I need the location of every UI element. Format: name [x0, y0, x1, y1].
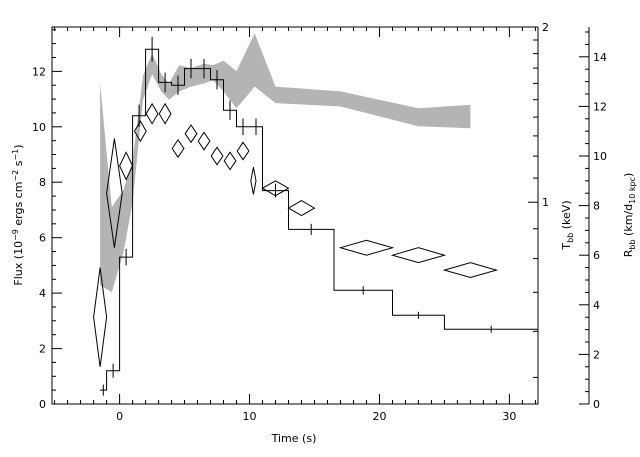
r-tick-label: 8	[593, 200, 600, 213]
x-tick-label: 0	[116, 410, 123, 423]
r-tick-label: 4	[593, 299, 600, 312]
x-tick-label: 10	[243, 410, 257, 423]
t-tick-label: 1	[542, 196, 549, 209]
radius-point	[261, 180, 290, 197]
left-tick-label: 10	[32, 121, 46, 134]
x-tick-label: 30	[502, 410, 516, 423]
r-tick-label: 14	[593, 51, 607, 64]
left-tick-label: 8	[39, 176, 46, 189]
temperature-band-area	[100, 33, 471, 293]
r-tick-label: 0	[593, 398, 600, 411]
left-tick-label: 2	[39, 343, 46, 356]
radius-point	[210, 146, 224, 166]
radius-point	[145, 102, 159, 125]
radius-point	[171, 139, 185, 159]
r-tick-label: 2	[593, 348, 600, 361]
left-axis-label: Flux (10−9 ergs cm−2 s−1)	[11, 144, 25, 285]
radius-point	[158, 102, 172, 125]
temperature-band	[100, 33, 471, 293]
r-tick-label: 12	[593, 100, 607, 113]
radius-point	[250, 167, 257, 195]
left-tick-label: 12	[32, 65, 46, 78]
x-axis-label: Time (s)	[271, 432, 317, 445]
radius-point	[184, 124, 198, 144]
radius-point	[223, 151, 237, 171]
radius-point	[442, 262, 499, 279]
flux-step-line	[100, 48, 538, 391]
radius-point	[287, 200, 316, 217]
radius-axis-label: Rbb (km/d10 kpc)	[622, 173, 637, 258]
t-tick-label: 2	[542, 21, 549, 34]
radius-point	[93, 267, 108, 367]
radius-point	[197, 131, 211, 151]
radius-axis-ticks: 0 2 4 6 8 10 12 14	[579, 31, 607, 411]
temperature-axis-ticks: 12	[528, 21, 549, 378]
r-tick-label: 10	[593, 150, 607, 163]
radius-point	[106, 138, 123, 248]
radius-point	[133, 120, 147, 143]
radius-point	[390, 247, 447, 264]
radius-diamonds	[93, 102, 499, 367]
radius-point	[338, 239, 395, 256]
radius-point	[236, 141, 250, 161]
left-tick-label: 6	[39, 232, 46, 245]
r-tick-label: 6	[593, 249, 600, 262]
left-tick-label: 4	[39, 287, 46, 300]
x-axis-ticks: 0 10 20 30	[54, 27, 536, 423]
left-tick-label: 0	[39, 398, 46, 411]
plot-frame	[51, 26, 539, 405]
flux-light-curve	[100, 36, 538, 396]
left-axis-ticks: 0 2 4 6 8 10 12	[32, 29, 62, 411]
temperature-axis-label: Tbb (keV)	[560, 200, 575, 250]
x-tick-label: 20	[373, 410, 387, 423]
